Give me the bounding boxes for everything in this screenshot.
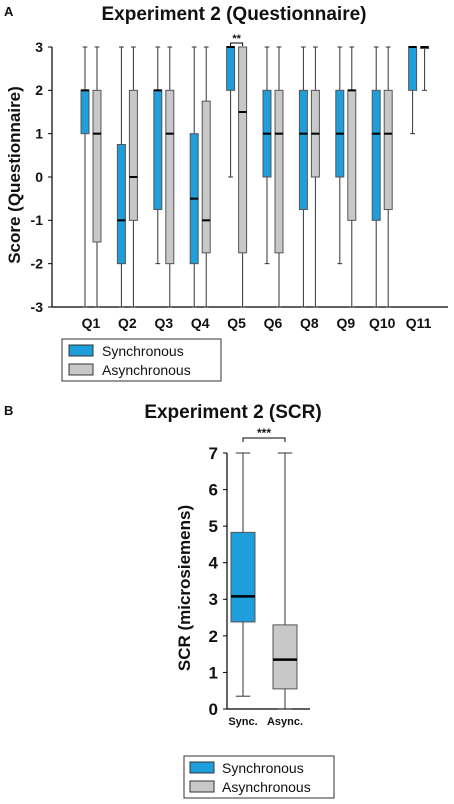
box-iqr bbox=[408, 46, 418, 91]
box-iqr bbox=[92, 89, 102, 243]
bracket-line bbox=[230, 42, 244, 46]
bracket-line bbox=[242, 437, 286, 442]
box-iqr bbox=[116, 144, 126, 265]
chart-b-y-tick-label: 6 bbox=[209, 481, 218, 500]
box-q4-synchronous bbox=[189, 46, 199, 308]
chart-a-title: Experiment 2 (Questionnaire) bbox=[101, 4, 366, 25]
legend-swatch-synchronous bbox=[68, 344, 94, 357]
panel-letter-a: A bbox=[4, 4, 14, 19]
box-q2-asynchronous bbox=[128, 46, 138, 308]
chart-a-y-tick-label: 1 bbox=[35, 126, 43, 142]
significance-label: ** bbox=[232, 33, 241, 45]
legend-label-synchronous: Synchronous bbox=[102, 343, 184, 359]
significance-bracket-sync-async: *** bbox=[242, 426, 286, 442]
box-q11-synchronous bbox=[408, 46, 418, 135]
chart-b-boxes: *** bbox=[230, 426, 298, 710]
chart-b-ylabel: SCR (microsiemens) bbox=[175, 505, 194, 671]
chart-b-axes: 0 1 2 3 4 5 6 7 Sync. Async. bbox=[209, 444, 310, 728]
chart-b-y-tick-label: 5 bbox=[209, 517, 218, 536]
significance-label: *** bbox=[257, 426, 271, 440]
box-q3-asynchronous bbox=[165, 46, 175, 308]
box-q9-synchronous bbox=[335, 46, 345, 265]
box-iqr bbox=[238, 46, 248, 254]
chart-b-y-tick-label: 1 bbox=[209, 663, 218, 682]
legend-label-synchronous: Synchronous bbox=[222, 760, 304, 776]
legend-swatch-asynchronous bbox=[68, 363, 94, 376]
chart-a-y-tick-label: 3 bbox=[35, 39, 43, 55]
chart-b-y-tick-label: 3 bbox=[209, 590, 218, 609]
box-q3-synchronous bbox=[153, 46, 163, 265]
box-iqr bbox=[128, 89, 138, 221]
box-iqr bbox=[201, 100, 211, 254]
chart-a-x-tick-label: Q4 bbox=[191, 315, 210, 331]
chart-a-y-tick-label: 2 bbox=[35, 82, 43, 98]
box-q8-synchronous bbox=[298, 46, 308, 308]
chart-a-x-tick-label: Q8 bbox=[300, 315, 319, 331]
box-iqr bbox=[274, 89, 284, 254]
box-iqr bbox=[371, 89, 381, 221]
legend-swatch-asynchronous bbox=[189, 780, 215, 793]
chart-b-x-tick-label: Async. bbox=[267, 716, 303, 728]
box-q11-asynchronous bbox=[420, 46, 430, 91]
significance-bracket-q5: ** bbox=[230, 33, 244, 46]
chart-b-legend: Synchronous Asynchronous bbox=[183, 755, 335, 799]
box-iqr bbox=[153, 89, 163, 210]
chart-b-y-tick-label: 7 bbox=[209, 444, 218, 463]
legend-label-asynchronous: Asynchronous bbox=[222, 779, 311, 795]
box-iqr bbox=[165, 89, 175, 265]
box-q5-synchronous bbox=[226, 46, 236, 178]
panel-letter-b: B bbox=[4, 403, 13, 418]
chart-a-x-tick-label: Q3 bbox=[154, 315, 173, 331]
chart-a-y-tick-label: -1 bbox=[31, 212, 44, 228]
box-iqr bbox=[298, 89, 308, 210]
chart-a-legend: Synchronous Asynchronous bbox=[61, 338, 222, 382]
chart-b-y-tick-label: 2 bbox=[209, 627, 218, 646]
box-iqr bbox=[272, 624, 298, 690]
chart-b-x-tick-label: Sync. bbox=[228, 716, 257, 728]
chart-a-x-tick-label: Q6 bbox=[264, 315, 283, 331]
box-q1-asynchronous bbox=[92, 46, 102, 308]
chart-a-x-tick-label: Q9 bbox=[336, 315, 355, 331]
box-q10-asynchronous bbox=[383, 46, 393, 308]
box-q8-asynchronous bbox=[310, 46, 320, 308]
chart-a-x-tick-label: Q11 bbox=[406, 315, 432, 331]
chart-a-y-tick-label: 0 bbox=[35, 169, 43, 185]
chart-b-title: Experiment 2 (SCR) bbox=[144, 402, 321, 423]
box-iqr bbox=[383, 89, 393, 210]
chart-a-y-tick-label: -2 bbox=[31, 256, 44, 272]
box-q5-asynchronous bbox=[238, 46, 248, 308]
box-q2-synchronous bbox=[116, 46, 126, 308]
legend-label-asynchronous: Asynchronous bbox=[102, 362, 191, 378]
box-async-asynchronous bbox=[272, 452, 298, 710]
box-q1-synchronous bbox=[80, 46, 90, 308]
box-q9-asynchronous bbox=[347, 46, 357, 308]
box-iqr bbox=[226, 46, 236, 91]
chart-a-axes: -3 -2 -1 0 1 2 3 Q1 Q2 Q3 Q4 Q5 Q6 Q8 Q9 Q10 Q11 bbox=[31, 39, 448, 331]
chart-a-x-tick-label: Q1 bbox=[82, 315, 101, 331]
chart-a-x-tick-label: Q2 bbox=[118, 315, 137, 331]
chart-a-x-tick-label: Q10 bbox=[369, 315, 396, 331]
box-q6-synchronous bbox=[262, 46, 272, 265]
chart-b-y-tick-label: 4 bbox=[209, 554, 219, 573]
box-q4-asynchronous bbox=[201, 46, 211, 308]
legend-swatch-synchronous bbox=[189, 761, 215, 774]
box-q10-synchronous bbox=[371, 46, 381, 308]
chart-a-x-tick-label: Q5 bbox=[227, 315, 246, 331]
box-sync-synchronous bbox=[230, 452, 256, 697]
box-iqr bbox=[80, 89, 90, 135]
chart-a-ylabel: Score (Questionnaire) bbox=[5, 86, 24, 264]
chart-a-boxes: ** bbox=[80, 33, 430, 308]
chart-b-y-tick-label: 0 bbox=[209, 700, 218, 719]
chart-a-y-tick-label: -3 bbox=[31, 299, 44, 315]
box-q6-asynchronous bbox=[274, 46, 284, 308]
box-iqr bbox=[230, 531, 256, 623]
box-iqr bbox=[347, 89, 357, 221]
